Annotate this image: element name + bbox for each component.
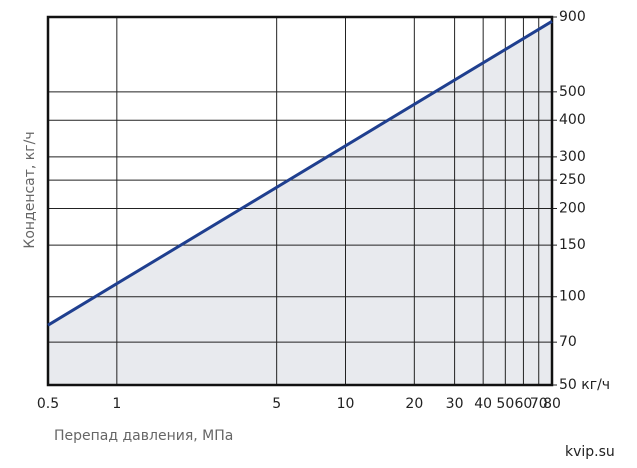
x-tick-label: 5 [272,396,281,412]
x-tick-label: 10 [337,396,355,412]
line [47,20,553,327]
y-tick-label: 500 [559,84,586,100]
x-tick-label: 80 [543,396,561,412]
x-tick-label: 20 [405,396,423,412]
x-tick-label: 40 [474,396,492,412]
x-tick-label: 50 [496,396,514,412]
x-tick-label: 0.5 [37,396,59,412]
y-tick-label: 300 [559,149,586,165]
x-axis-label: Перепад давления, МПа [54,428,233,444]
y-tick-label: 400 [559,112,586,128]
x-tick-label: 30 [446,396,464,412]
y-tick-label: 250 [559,172,586,188]
y-axis-label: Конденсат, кг/ч [22,131,38,248]
x-tick-label: 70 [530,396,548,412]
area-fill [48,21,552,386]
y-tick-label: 70 [559,334,577,350]
y-tick-label: 200 [559,200,586,216]
y-tick-label: 150 [559,237,586,253]
x-tick-label: 60 [515,396,533,412]
y-tick-label: 50 кг/ч [559,377,610,393]
y-tick-label: 100 [559,289,586,305]
plot-frame [46,15,554,387]
y-tick-label: 900 [559,9,586,25]
x-tick-label: 1 [112,396,121,412]
watermark: kvip.su [565,444,615,460]
